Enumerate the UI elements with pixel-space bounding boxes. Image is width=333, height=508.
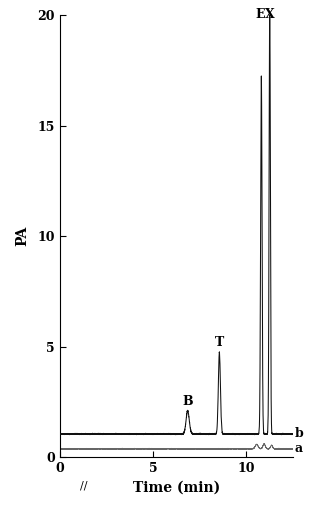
Text: T: T xyxy=(215,336,224,350)
Text: b: b xyxy=(295,428,304,440)
Text: E: E xyxy=(255,8,265,21)
Text: //: // xyxy=(81,481,88,490)
Text: X: X xyxy=(265,8,275,21)
Text: B: B xyxy=(182,395,193,408)
Text: a: a xyxy=(295,442,303,455)
Y-axis label: PA: PA xyxy=(15,226,29,246)
X-axis label: Time (min): Time (min) xyxy=(133,481,220,495)
